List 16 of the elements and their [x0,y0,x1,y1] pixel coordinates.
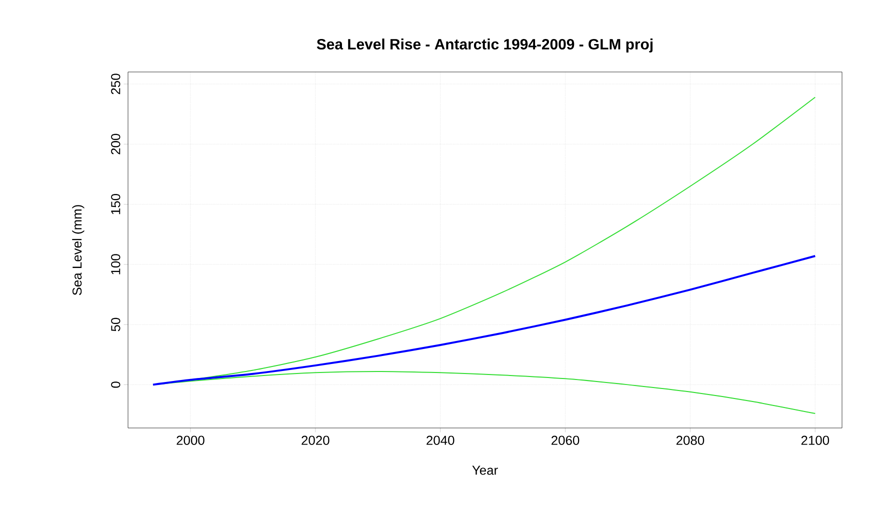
y-tick-label: 200 [111,134,120,154]
x-tick-label: 2060 [552,436,580,445]
y-tick-label: 50 [111,318,120,332]
x-tick-label: 2100 [801,436,830,445]
x-axis-title: Year [472,466,498,475]
y-tick-label: 150 [111,194,120,214]
y-tick-label: 100 [111,254,120,274]
x-tick-label: 2080 [676,436,704,445]
y-axis-title: Sea Level (mm) [72,205,84,296]
line-series [152,254,816,386]
y-tick-label: 0 [111,382,120,388]
x-tick-label: 2040 [426,436,454,445]
x-tick-label: 2000 [176,436,204,445]
x-tick-label: 2020 [302,436,330,445]
y-tick-label: 250 [111,74,120,94]
chart-title: Sea Level Rise - Antarctic 1994-2009 - GLM proj [316,38,653,52]
